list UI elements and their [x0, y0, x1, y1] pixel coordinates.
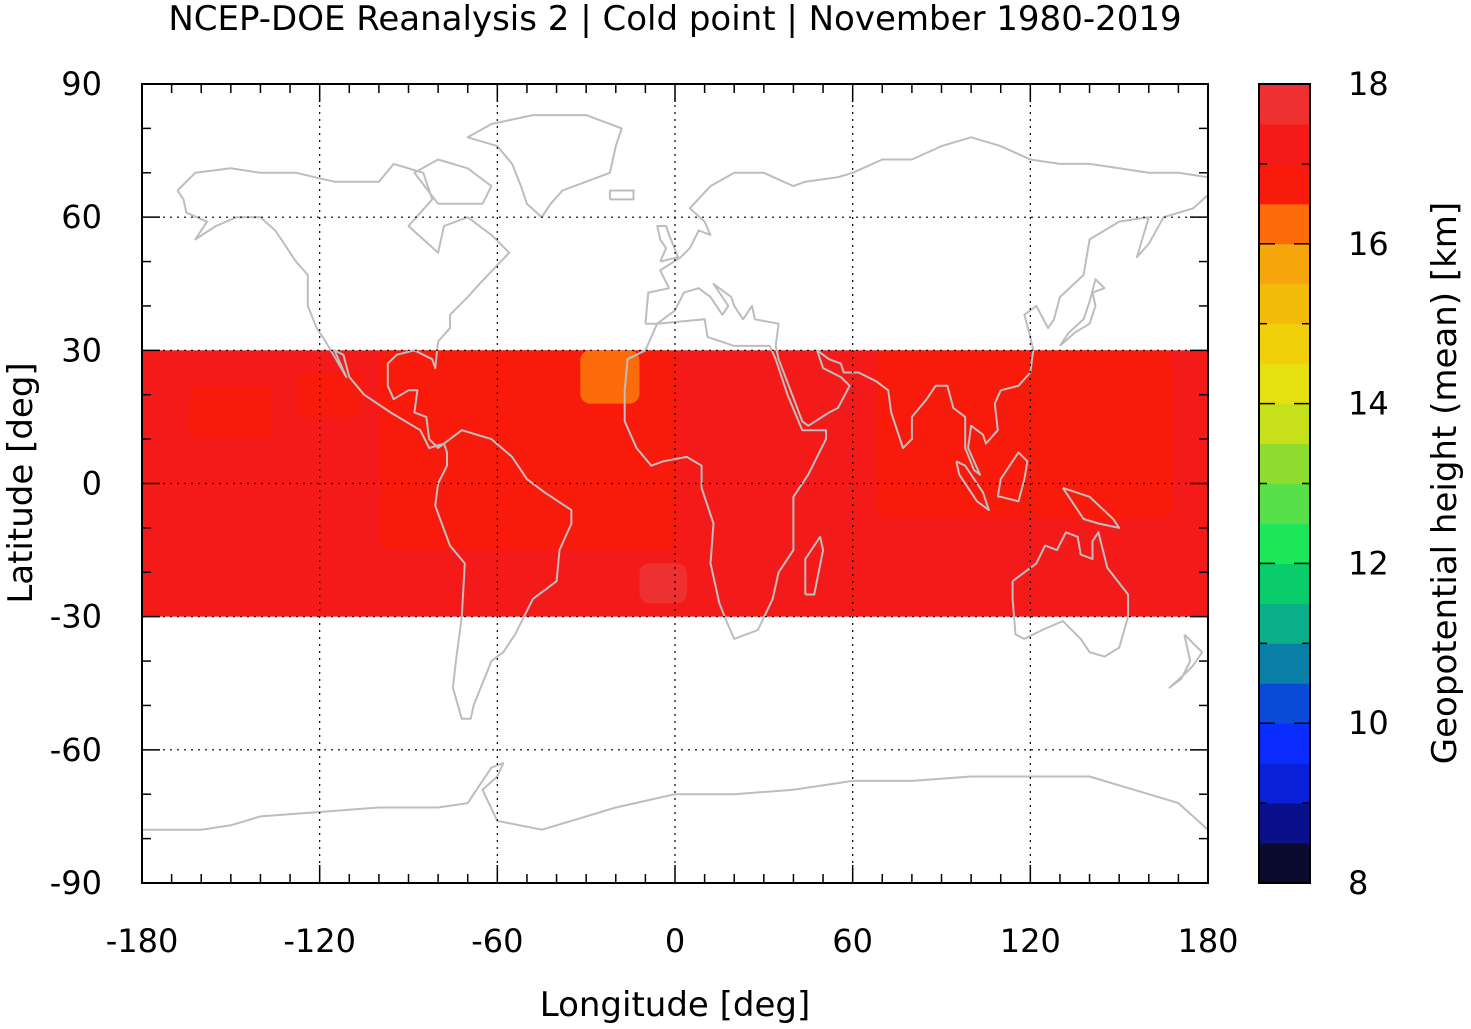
colorbar-tick-label: 16 [1348, 225, 1389, 263]
y-tick-label: -30 [50, 598, 102, 636]
coastline-japan [1059, 278, 1106, 347]
axis-ticks [141, 83, 1209, 884]
x-tick-label: -120 [283, 922, 356, 960]
x-tick-label: 180 [1177, 922, 1238, 960]
colorbar-swatch [1259, 123, 1310, 165]
colorbar-swatch [1259, 443, 1310, 484]
colorbar-swatch [1259, 763, 1310, 804]
y-tick-label: 90 [61, 65, 102, 103]
coastline-iceland [608, 189, 635, 201]
x-tick-label: 60 [832, 922, 873, 960]
heatmap-region-4 [876, 350, 1173, 520]
colorbar-tick-label: 8 [1348, 864, 1368, 902]
x-tick-label: -180 [106, 922, 179, 960]
colorbar-swatch [1259, 683, 1310, 724]
colorbar [1259, 84, 1310, 884]
colorbar-swatch [1259, 203, 1310, 245]
colorbar-swatch [1259, 563, 1310, 604]
colorbar-swatch [1259, 803, 1310, 844]
coastline-eurasia [644, 136, 1209, 476]
colorbar-swatch [1259, 843, 1310, 884]
coastline-borneo [996, 451, 1029, 503]
colorbar-swatch [1259, 323, 1310, 365]
y-tick-label: 0 [82, 465, 102, 503]
chart-title: NCEP-DOE Reanalysis 2 | Cold point | Nov… [168, 0, 1181, 39]
x-tick-label: 0 [665, 922, 685, 960]
colorbar-tick-label: 12 [1348, 544, 1389, 582]
colorbar-tick-label: 10 [1348, 704, 1389, 742]
heatmap-region-0 [189, 385, 273, 440]
colorbar-swatch [1259, 243, 1310, 285]
coastline-british-isles [656, 225, 679, 263]
y-tick-label: -60 [50, 731, 102, 769]
colorbar-swatch [1259, 84, 1310, 125]
colorbar-swatch [1259, 363, 1310, 405]
colorbar-frame [1258, 83, 1311, 884]
coastline-south-america [434, 429, 573, 720]
colorbar-swatch [1259, 163, 1310, 205]
colorbar-label: Geopotential height (mean) [km] [1425, 202, 1465, 764]
colorbar-swatch [1259, 283, 1310, 325]
colorbar-swatch [1259, 723, 1310, 764]
colorbar-tick-label: 14 [1348, 385, 1389, 423]
x-tick-labels: -180 -120 -60 0 60 120 180 [106, 922, 1239, 960]
heatmap-region-1 [295, 372, 362, 417]
colorbar-swatch [1259, 643, 1310, 684]
y-tick-label: 60 [61, 198, 102, 236]
coastline-africa [623, 318, 827, 640]
coastline-baffin [413, 158, 493, 205]
coastline-north-america [176, 162, 511, 449]
coastline-madagascar [804, 535, 825, 596]
y-axis-label: Latitude [deg] [1, 362, 41, 603]
heatmap-region-5 [639, 563, 687, 604]
x-tick-label: -60 [471, 922, 523, 960]
coastline-australia [1011, 531, 1130, 658]
coastline-new-guinea [1062, 486, 1121, 529]
colorbar-swatch [1259, 523, 1310, 564]
x-tick-label: 120 [1000, 922, 1061, 960]
x-axis-label: Longitude [deg] [540, 985, 811, 1025]
y-tick-label: 30 [61, 331, 102, 369]
coastlines [142, 114, 1209, 831]
coastline-sumatra [955, 460, 990, 512]
colorbar-swatch [1259, 483, 1310, 524]
colorbar-tick-label: 18 [1348, 65, 1389, 103]
colorbar-swatch [1259, 403, 1310, 445]
coastline-greenland [466, 114, 623, 218]
colorbar-swatch [1259, 603, 1310, 644]
y-tick-label: -90 [50, 864, 102, 902]
colorbar-tick-labels: 8 10 12 14 16 18 [1348, 65, 1389, 902]
coastline-new-zealand [1168, 633, 1204, 689]
y-tick-labels: 90 60 30 0 -30 -60 -90 [50, 65, 102, 902]
coastline-antarctica [142, 762, 1209, 831]
grid-lines [142, 84, 1208, 883]
